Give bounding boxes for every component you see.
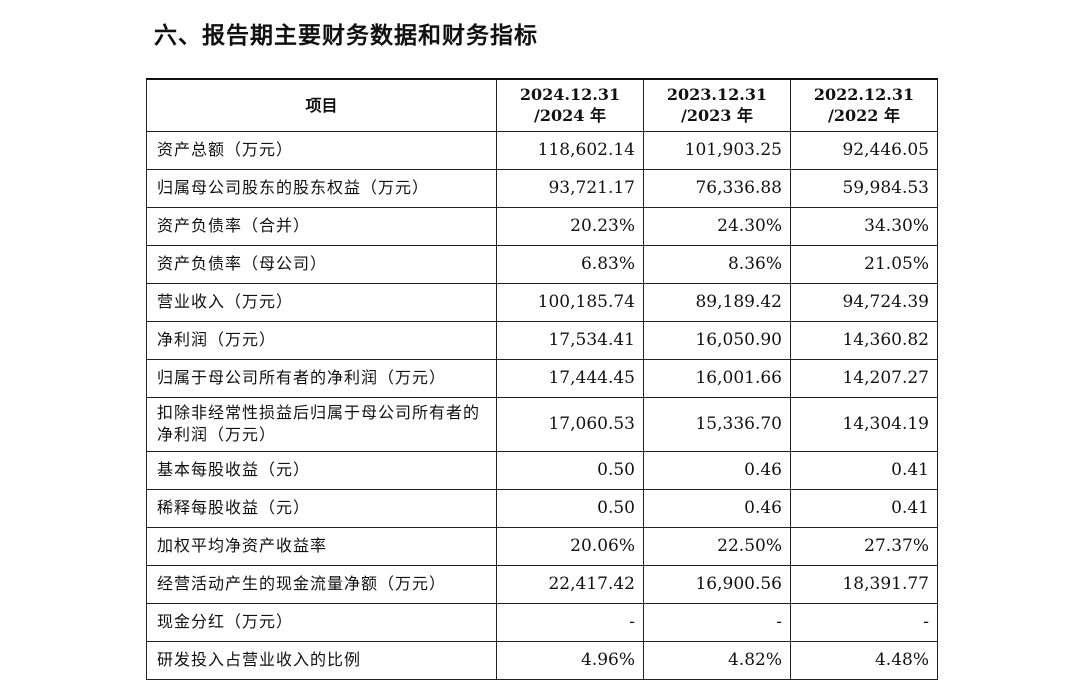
- table-row: 基本每股收益（元） 0.50 0.46 0.41: [146, 450, 938, 490]
- row-value-2022: 0.41: [790, 488, 938, 528]
- row-value-2023: 24.30%: [643, 206, 791, 246]
- header-period-2022: 2022.12.31 /2022 年: [790, 78, 938, 132]
- row-value-2024: 17,534.41: [496, 320, 644, 360]
- table-row: 扣除非经常性损益后归属于母公司所有者的净利润（万元） 17,060.53 15,…: [146, 396, 938, 452]
- row-value-2022: 0.41: [790, 450, 938, 490]
- table-row: 资产负债率（合并） 20.23% 24.30% 34.30%: [146, 206, 938, 246]
- row-label: 归属母公司股东的股东权益（万元）: [146, 168, 497, 208]
- table-row: 经营活动产生的现金流量净额（万元） 22,417.42 16,900.56 18…: [146, 564, 938, 604]
- header-period-2023: 2023.12.31 /2023 年: [643, 78, 791, 132]
- row-label: 营业收入（万元）: [146, 282, 497, 322]
- row-value-2024: 20.06%: [496, 526, 644, 566]
- row-value-2024: 118,602.14: [496, 130, 644, 170]
- row-label: 经营活动产生的现金流量净额（万元）: [146, 564, 497, 604]
- table-header-row: 项目 2024.12.31 /2024 年 2023.12.31 /2023 年…: [146, 78, 938, 132]
- row-value-2022: 27.37%: [790, 526, 938, 566]
- row-value-2024: 17,060.53: [496, 396, 644, 452]
- table-row: 净利润（万元） 17,534.41 16,050.90 14,360.82: [146, 320, 938, 360]
- row-value-2023: 4.82%: [643, 640, 791, 680]
- row-value-2023: 22.50%: [643, 526, 791, 566]
- header-period-year: /2024 年: [534, 106, 606, 126]
- row-label: 研发投入占营业收入的比例: [146, 640, 497, 680]
- row-value-2024: 0.50: [496, 450, 644, 490]
- row-label: 现金分红（万元）: [146, 602, 497, 642]
- row-value-2024: 0.50: [496, 488, 644, 528]
- header-period-2024: 2024.12.31 /2024 年: [496, 78, 644, 132]
- row-value-2022: -: [790, 602, 938, 642]
- row-label: 归属于母公司所有者的净利润（万元）: [146, 358, 497, 398]
- financial-indicators-table: 项目 2024.12.31 /2024 年 2023.12.31 /2023 年…: [146, 78, 938, 680]
- row-label: 净利润（万元）: [146, 320, 497, 360]
- table-row: 营业收入（万元） 100,185.74 89,189.42 94,724.39: [146, 282, 938, 322]
- row-label: 资产负债率（合并）: [146, 206, 497, 246]
- row-value-2022: 21.05%: [790, 244, 938, 284]
- header-item: 项目: [146, 78, 497, 132]
- row-value-2023: 16,001.66: [643, 358, 791, 398]
- row-label: 基本每股收益（元）: [146, 450, 497, 490]
- row-value-2024: 6.83%: [496, 244, 644, 284]
- table-row: 归属于母公司所有者的净利润（万元） 17,444.45 16,001.66 14…: [146, 358, 938, 398]
- table-row: 归属母公司股东的股东权益（万元） 93,721.17 76,336.88 59,…: [146, 168, 938, 208]
- header-period-date: 2022.12.31: [813, 85, 915, 105]
- header-period-year: /2022 年: [828, 106, 900, 126]
- row-value-2024: 93,721.17: [496, 168, 644, 208]
- section-heading: 六、报告期主要财务数据和财务指标: [154, 23, 538, 49]
- table-row: 稀释每股收益（元） 0.50 0.46 0.41: [146, 488, 938, 528]
- row-value-2022: 92,446.05: [790, 130, 938, 170]
- row-value-2022: 34.30%: [790, 206, 938, 246]
- row-value-2023: -: [643, 602, 791, 642]
- row-value-2022: 14,360.82: [790, 320, 938, 360]
- row-value-2024: 20.23%: [496, 206, 644, 246]
- row-value-2024: 22,417.42: [496, 564, 644, 604]
- row-value-2023: 89,189.42: [643, 282, 791, 322]
- table-row: 加权平均净资产收益率 20.06% 22.50% 27.37%: [146, 526, 938, 566]
- header-period-date: 2024.12.31: [519, 85, 621, 105]
- table-row: 资产负债率（母公司） 6.83% 8.36% 21.05%: [146, 244, 938, 284]
- row-value-2023: 76,336.88: [643, 168, 791, 208]
- row-label: 加权平均净资产收益率: [146, 526, 497, 566]
- row-value-2023: 101,903.25: [643, 130, 791, 170]
- row-value-2022: 18,391.77: [790, 564, 938, 604]
- row-value-2022: 59,984.53: [790, 168, 938, 208]
- row-value-2022: 14,304.19: [790, 396, 938, 452]
- header-period-year: /2023 年: [681, 106, 753, 126]
- row-value-2023: 0.46: [643, 450, 791, 490]
- row-value-2022: 4.48%: [790, 640, 938, 680]
- table-row: 现金分红（万元） - - -: [146, 602, 938, 642]
- row-label: 资产负债率（母公司）: [146, 244, 497, 284]
- table-row: 资产总额（万元） 118,602.14 101,903.25 92,446.05: [146, 130, 938, 170]
- header-period-date: 2023.12.31: [666, 85, 768, 105]
- table-row: 研发投入占营业收入的比例 4.96% 4.82% 4.48%: [146, 640, 938, 680]
- row-value-2022: 94,724.39: [790, 282, 938, 322]
- row-label: 扣除非经常性损益后归属于母公司所有者的净利润（万元）: [146, 396, 497, 452]
- row-value-2022: 14,207.27: [790, 358, 938, 398]
- row-value-2024: -: [496, 602, 644, 642]
- row-label: 稀释每股收益（元）: [146, 488, 497, 528]
- row-value-2023: 15,336.70: [643, 396, 791, 452]
- row-value-2024: 100,185.74: [496, 282, 644, 322]
- row-value-2023: 16,050.90: [643, 320, 791, 360]
- row-value-2024: 17,444.45: [496, 358, 644, 398]
- row-value-2023: 8.36%: [643, 244, 791, 284]
- row-label: 资产总额（万元）: [146, 130, 497, 170]
- row-value-2023: 0.46: [643, 488, 791, 528]
- row-value-2023: 16,900.56: [643, 564, 791, 604]
- row-value-2024: 4.96%: [496, 640, 644, 680]
